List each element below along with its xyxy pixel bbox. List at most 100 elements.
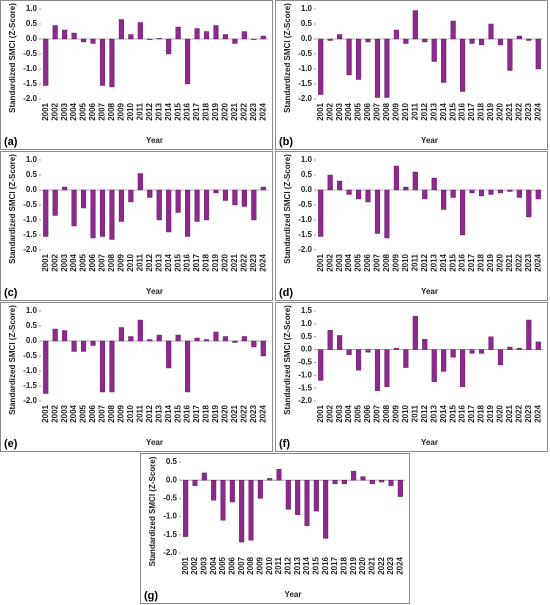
bar	[388, 480, 394, 486]
x-tick-label: 2014	[164, 102, 173, 120]
bar	[99, 38, 106, 86]
bar	[341, 480, 347, 485]
bar	[478, 349, 485, 354]
x-tick-label: 2013	[429, 253, 438, 271]
x-tick-label: 2010	[126, 253, 135, 271]
y-tick-label: 0.5	[26, 170, 38, 179]
x-tick-label: 2024	[258, 404, 267, 422]
x-tick-label: 2013	[154, 102, 163, 120]
x-tick-label: 2006	[363, 404, 372, 422]
bar	[137, 22, 143, 40]
x-tick-label: 2020	[221, 404, 230, 422]
x-tick-label: 2023	[524, 253, 533, 271]
bar	[80, 38, 87, 43]
x-tick-label: 2001	[316, 404, 325, 422]
x-tick-label: 2019	[486, 253, 495, 271]
x-tick-label: 2006	[88, 253, 97, 271]
y-axis-label: Standardized SMCI (Z-Score)	[283, 305, 292, 415]
x-tick-label: 2023	[249, 102, 258, 120]
bar	[52, 328, 58, 342]
x-tick-label: 2013	[429, 404, 438, 422]
bar	[213, 331, 219, 342]
x-tick-label: 2022	[239, 404, 248, 422]
bar	[441, 38, 447, 83]
bar	[469, 189, 475, 194]
y-tick-label: -1.0	[163, 512, 177, 521]
panel-letter: (f)	[279, 438, 290, 450]
y-tick-label: -2.0	[298, 94, 312, 103]
y-tick-label: -1.5	[23, 79, 37, 88]
x-tick-label: 2017	[467, 253, 476, 271]
bar	[156, 334, 162, 342]
chart-panel: -2.0 -1.5 -1.0 -0.5 0.0 0.5 1.0 1.5 2001 2002 2003…	[275, 302, 548, 452]
x-tick-label: 2007	[237, 556, 246, 574]
x-tick-label: 2004	[344, 404, 353, 422]
x-tick-label: 2013	[154, 404, 163, 422]
y-tick-label: 0.0	[26, 185, 38, 194]
bar	[213, 25, 219, 40]
bar	[185, 189, 191, 237]
x-tick-label: 2019	[211, 253, 220, 271]
bar	[90, 189, 96, 239]
panel-letter: (e)	[4, 438, 18, 450]
x-tick-label: 2018	[477, 253, 486, 271]
x-tick-label: 2017	[467, 404, 476, 422]
y-tick-label: 1.0	[301, 155, 313, 164]
bar	[251, 189, 257, 221]
bar	[365, 38, 371, 43]
x-tick-label: 2020	[221, 102, 230, 120]
x-tick-label: 2024	[533, 404, 542, 422]
bar	[156, 38, 162, 40]
x-tick-label: 2010	[265, 556, 274, 574]
y-tick-label: -2.0	[298, 396, 312, 405]
x-tick-label: 2007	[98, 404, 107, 422]
bar	[232, 189, 238, 206]
x-tick-label: 2022	[514, 253, 523, 271]
bar	[488, 23, 494, 40]
x-tick-label: 2012	[420, 102, 429, 120]
bar	[99, 189, 106, 237]
x-tick-label: 2001	[41, 253, 50, 271]
x-tick-label: 2008	[107, 102, 116, 120]
x-tick-label: 2011	[135, 404, 144, 422]
bar	[355, 38, 362, 80]
bar	[260, 186, 266, 191]
x-tick-label: 2017	[330, 556, 339, 574]
x-axis-label: Year	[421, 287, 438, 296]
x-tick-label: 2003	[60, 253, 69, 271]
bar	[175, 26, 181, 40]
bar	[232, 340, 238, 343]
x-tick-label: 2014	[164, 253, 173, 271]
x-tick-label: 2018	[477, 404, 486, 422]
x-tick-label: 2010	[126, 102, 135, 120]
x-tick-label: 2013	[429, 102, 438, 120]
x-tick-label: 2015	[448, 102, 457, 120]
bar	[360, 476, 366, 481]
x-tick-label: 2017	[467, 102, 476, 120]
bar	[488, 336, 494, 350]
x-tick-label: 2009	[117, 102, 126, 120]
x-tick-label: 2003	[60, 102, 69, 120]
bar	[241, 31, 247, 40]
y-tick-label: -1.5	[163, 530, 177, 539]
x-tick-label: 2012	[283, 556, 292, 574]
x-tick-label: 2009	[255, 556, 264, 574]
x-tick-label: 2019	[211, 102, 220, 120]
x-tick-label: 2005	[354, 404, 363, 422]
x-tick-label: 2002	[190, 556, 199, 574]
bar	[251, 38, 257, 40]
y-tick-label: -2.0	[23, 245, 37, 254]
bar	[147, 189, 153, 198]
y-tick-label: -0.5	[23, 351, 37, 360]
x-tick-label: 2001	[316, 253, 325, 271]
x-tick-label: 2002	[50, 253, 59, 271]
x-tick-label: 2013	[293, 556, 302, 574]
x-tick-label: 2010	[401, 102, 410, 120]
y-axis-label: Standardized SMCI (Z-Score)	[8, 154, 17, 264]
bar	[374, 349, 381, 391]
x-tick-label: 2005	[79, 102, 88, 120]
bar	[355, 189, 362, 200]
x-tick-label: 2021	[505, 404, 514, 422]
bar	[62, 29, 68, 40]
